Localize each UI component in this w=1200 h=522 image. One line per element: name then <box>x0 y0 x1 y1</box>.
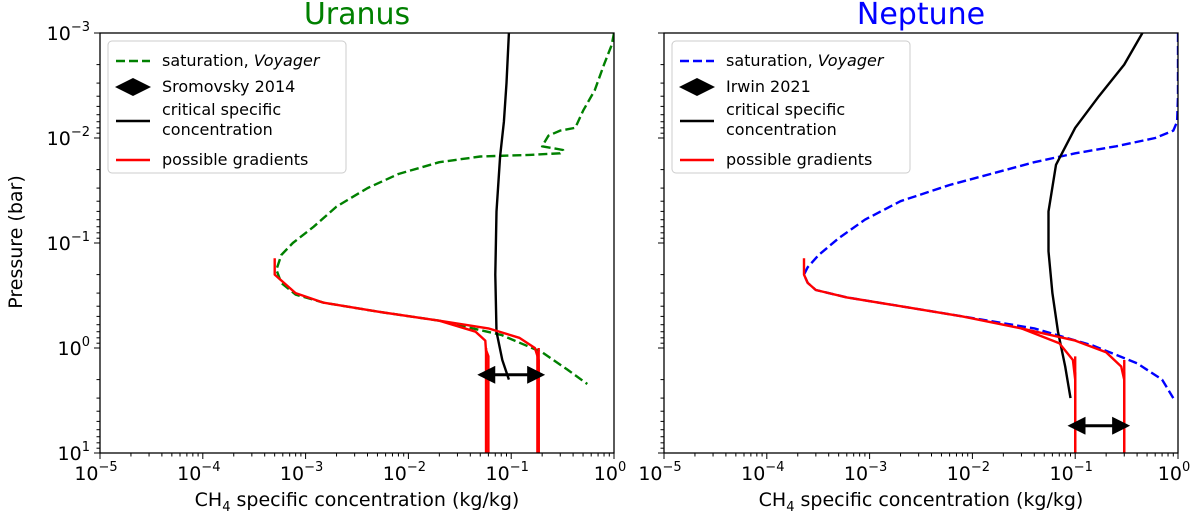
chart-title: Uranus <box>304 0 410 32</box>
x-tick-label: 10−5 <box>638 460 681 485</box>
x-axis-label: CH4 specific concentration (kg/kg) <box>759 489 1084 515</box>
y-tick-label: 10−1 <box>47 230 90 255</box>
x-tick-label: 10−3 <box>280 460 323 485</box>
legend-label: critical specific <box>726 100 845 119</box>
y-tick-label: 10−3 <box>47 20 90 45</box>
legend: saturation, Voyager Sromovsky 2014 critica… <box>107 40 347 174</box>
series-possible-gradient-2 <box>802 258 1077 453</box>
legend-box <box>671 40 911 174</box>
panel-neptune: 10−5 10−4 10−3 10−2 10−1 100 Neptune CH4 specif… <box>638 0 1190 515</box>
x-tick-label: 10−4 <box>177 460 220 485</box>
x-tick-label: 10−1 <box>486 460 529 485</box>
x-tick-label: 10−2 <box>947 460 990 485</box>
y-tick-label: 100 <box>58 335 90 360</box>
x-tick-label: 10−1 <box>1050 460 1093 485</box>
x-tick-label: 10−4 <box>741 460 784 485</box>
legend-label: saturation, Voyager <box>726 51 885 70</box>
legend-label: Irwin 2021 <box>726 77 811 96</box>
chart-title: Neptune <box>857 0 985 32</box>
x-tick-label: 100 <box>1158 460 1190 485</box>
legend-label: possible gradients <box>726 150 872 169</box>
legend-label-line2: concentration <box>162 120 273 139</box>
legend-label: saturation, Voyager <box>162 51 321 70</box>
legend-box <box>107 40 347 174</box>
y-axis-label: Pressure (bar) <box>5 175 27 309</box>
plot-area <box>802 33 1178 453</box>
legend: saturation, Voyager Irwin 2021 critical sp… <box>671 40 911 174</box>
x-tick-label: 10−5 <box>74 460 117 485</box>
legend-label: Sromovsky 2014 <box>162 77 295 96</box>
legend-label: possible gradients <box>162 150 308 169</box>
plot-area <box>273 33 614 453</box>
x-axis-label: CH4 specific concentration (kg/kg) <box>195 489 520 515</box>
series-critical-specific-concentration-1 <box>1047 33 1144 399</box>
y-tick-label: 10−2 <box>47 125 90 150</box>
series-possible-gradient-2 <box>273 258 488 453</box>
series-critical-specific-concentration-1 <box>494 33 511 380</box>
series-possible-gradient-3 <box>1021 327 1126 453</box>
series-saturation-voyager-0 <box>802 33 1178 399</box>
x-tick-label: 10−3 <box>844 460 887 485</box>
x-tick-label: 10−2 <box>383 460 426 485</box>
panel-uranus: 10−5 10−4 10−3 10−2 10−1 100 10−3 10−2 10−1 100 10… <box>47 0 627 515</box>
x-tick-label: 100 <box>594 460 626 485</box>
y-tick-label: 101 <box>58 440 90 465</box>
legend-label-line2: concentration <box>726 120 837 139</box>
legend-label: critical specific <box>162 100 281 119</box>
